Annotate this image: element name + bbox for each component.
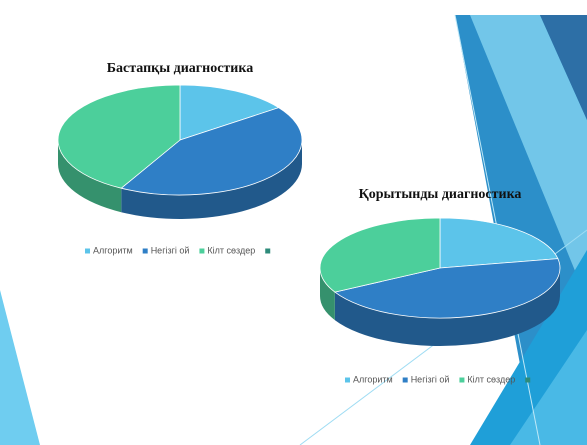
legend-label: Негізгі ой <box>151 245 190 255</box>
legend-marker <box>199 248 205 254</box>
pie-slice <box>179 84 280 141</box>
chart-title: Қорытынды диагностика <box>359 187 522 202</box>
legend-label: Алгоритм <box>93 245 133 255</box>
pie-slice <box>319 217 441 293</box>
legend-marker <box>265 248 271 254</box>
pie-slice <box>439 217 559 269</box>
legend-marker <box>142 248 148 254</box>
legend-marker <box>85 248 90 254</box>
legend-marker <box>459 377 465 383</box>
legend-marker <box>525 377 531 383</box>
legend-label: Негізгі ой <box>411 374 450 384</box>
pie-slice <box>57 84 181 189</box>
legend-marker <box>345 377 350 383</box>
pie <box>57 84 303 219</box>
pie-side <box>334 268 560 346</box>
legend-marker <box>402 377 408 383</box>
pie-side <box>121 140 303 219</box>
legend-label: Кілт сөздер <box>467 374 515 384</box>
chart-title: Бастапқы диагностика <box>107 61 253 76</box>
legend-label: Кілт сөздер <box>207 245 255 255</box>
pie-slice <box>333 258 561 319</box>
pie-side <box>58 140 122 213</box>
pie <box>319 217 561 346</box>
legend-label: Алгоритм <box>353 374 393 384</box>
pie-slice <box>120 107 303 196</box>
